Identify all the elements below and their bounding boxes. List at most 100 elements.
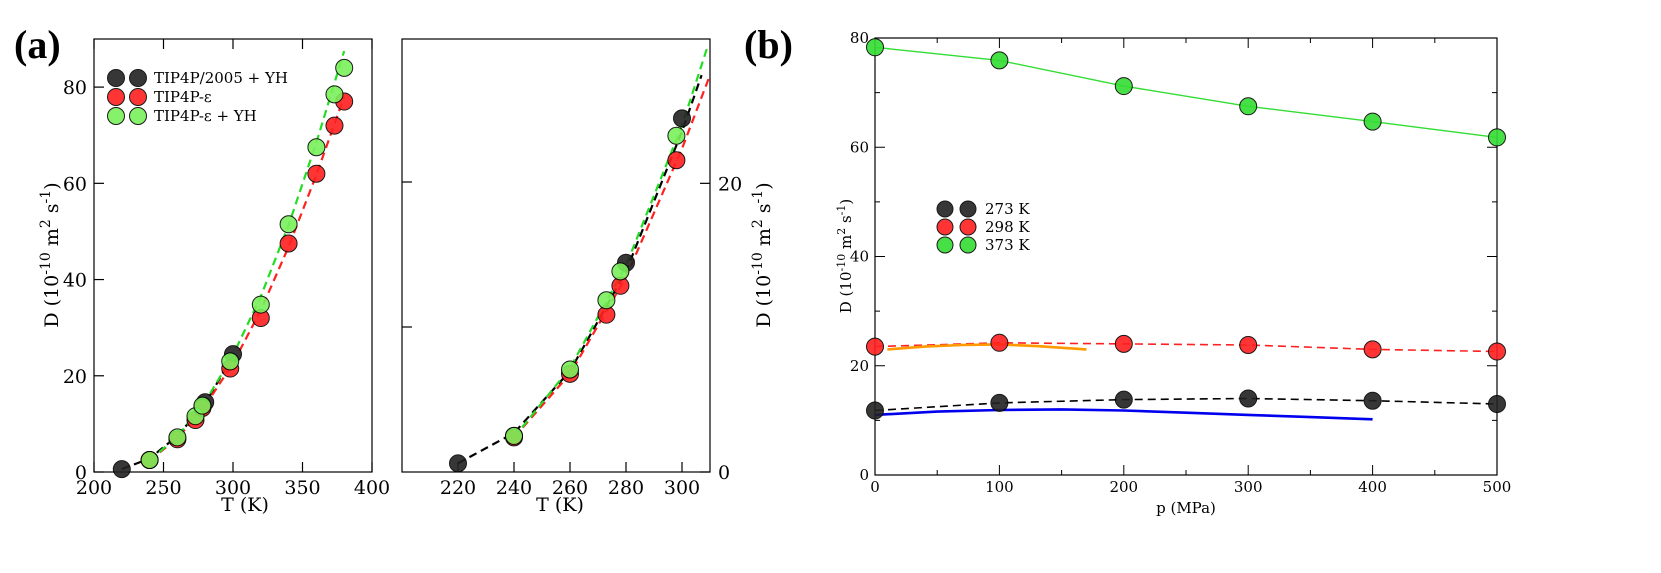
x-tick-label: 400: [354, 477, 390, 499]
legend-label: 273 K: [985, 200, 1030, 218]
legend-label: 298 K: [985, 218, 1030, 236]
data-point-s2: [335, 58, 354, 77]
legend-label: 373 K: [985, 236, 1030, 254]
data-point-s2: [168, 428, 187, 447]
y-tick-label: 80: [63, 77, 87, 99]
x-tick-label: 350: [284, 477, 320, 499]
data-point-s2: [1488, 128, 1506, 147]
data-point-s2: [505, 426, 523, 445]
x-tick-label: 500: [1483, 478, 1512, 496]
y-tick-label: 40: [63, 270, 87, 292]
data-point-s2: [307, 138, 326, 157]
y-tick-label: 20: [718, 173, 742, 195]
x-tick-label: 200: [1109, 478, 1138, 496]
x-tick-label: 200: [76, 477, 112, 499]
y-tick-label: 0: [859, 466, 869, 484]
chart-b-axis-labels: p (MPa) D (10-10 m2 s-1): [835, 199, 1216, 517]
y-tick-label: 60: [850, 138, 869, 156]
plot-frame: [401, 38, 711, 473]
x-tick-label: 280: [608, 477, 644, 499]
x-tick-label: 300: [215, 477, 251, 499]
fit-line-0: [457, 74, 703, 465]
data-point-s1: [307, 164, 326, 183]
data-point-s2: [1363, 112, 1382, 131]
data-point-s2: [193, 396, 212, 415]
legend-marker: [936, 236, 954, 254]
legend-label: TIP4P/2005 + YH: [154, 69, 288, 87]
data-point-s1: [279, 234, 298, 253]
x-tick-label: 220: [440, 477, 476, 499]
x-tick-label: 300: [1234, 478, 1263, 496]
series-line-0: [874, 397, 1498, 412]
data-point-s2: [325, 85, 344, 104]
chart-a-inset-axis-labels: T (K) D (10-10 m2 s-1): [536, 182, 775, 516]
plot-frame: [874, 37, 1498, 476]
legend-marker: [107, 107, 125, 125]
data-point-s1: [1114, 334, 1133, 353]
y-tick-label: 20: [63, 366, 87, 388]
fit-line-0: [121, 355, 234, 471]
data-point-s1: [990, 333, 1009, 352]
chart-b-ylabel: D (10-10 m2 s-1): [835, 199, 855, 314]
x-tick-label: 260: [552, 477, 588, 499]
y-tick-label: 20: [850, 357, 869, 375]
data-point-s2: [221, 352, 240, 371]
y-tick-label: 0: [75, 462, 87, 484]
y-tick-label: 60: [63, 173, 87, 195]
legend-label: TIP4P-ε + YH: [154, 107, 257, 125]
data-point-s2: [597, 291, 616, 310]
legend-marker: [959, 200, 977, 218]
legend-marker: [959, 236, 977, 254]
data-point-s1: [1363, 340, 1382, 359]
reference-curve-0: [874, 408, 1373, 421]
legend-label: TIP4P-ε: [154, 88, 212, 106]
reference-curve-1: [887, 343, 1087, 351]
data-point-s2: [611, 262, 630, 281]
series-line-2: [874, 46, 1498, 139]
data-point-s0: [1488, 394, 1506, 413]
data-point-s0: [449, 454, 467, 473]
chart-a-main-ylabel: D (10-10 m2 s-1): [38, 182, 63, 327]
data-point-s0: [673, 109, 691, 128]
data-point-s0: [990, 393, 1009, 412]
legend-marker: [936, 200, 954, 218]
data-point-s0: [1114, 390, 1133, 409]
x-tick-label: 240: [496, 477, 532, 499]
legend-marker: [107, 88, 125, 106]
chart-a-inset-xlabel: T (K): [536, 494, 584, 516]
y-tick-label: 0: [718, 462, 730, 484]
legend-marker: [129, 88, 147, 106]
chart-b-xlabel: p (MPa): [1156, 499, 1216, 517]
legend-marker: [129, 69, 147, 87]
x-tick-label: 250: [145, 477, 181, 499]
data-point-s2: [140, 450, 159, 469]
legend-marker: [129, 107, 147, 125]
data-point-s1: [1239, 335, 1258, 354]
data-point-s2: [1114, 77, 1133, 96]
data-point-s2: [866, 38, 884, 57]
data-point-s1: [866, 337, 884, 356]
data-point-s1: [667, 151, 686, 170]
data-point-s0: [1363, 391, 1382, 410]
data-point-s2: [279, 215, 298, 234]
data-point-s1: [325, 116, 344, 135]
chart-a-inset: 220 240 260 280 300 0 20: [401, 38, 742, 499]
panel-a-label: (a): [14, 22, 61, 67]
data-point-s2: [1239, 97, 1258, 116]
data-point-s0: [112, 460, 131, 479]
panel-b-label: (b): [744, 22, 793, 67]
y-tick-label: 80: [850, 29, 869, 47]
data-point-s2: [990, 51, 1009, 70]
data-point-s2: [251, 295, 270, 314]
fit-line-2: [513, 47, 709, 439]
data-point-s2: [667, 126, 686, 145]
x-tick-label: 300: [664, 477, 700, 499]
legend-marker: [107, 69, 125, 87]
data-point-s1: [1488, 342, 1506, 361]
legend-marker: [936, 218, 954, 236]
chart-a-inset-ylabel: D (10-10 m2 s-1): [750, 182, 775, 327]
legend-marker: [959, 218, 977, 236]
